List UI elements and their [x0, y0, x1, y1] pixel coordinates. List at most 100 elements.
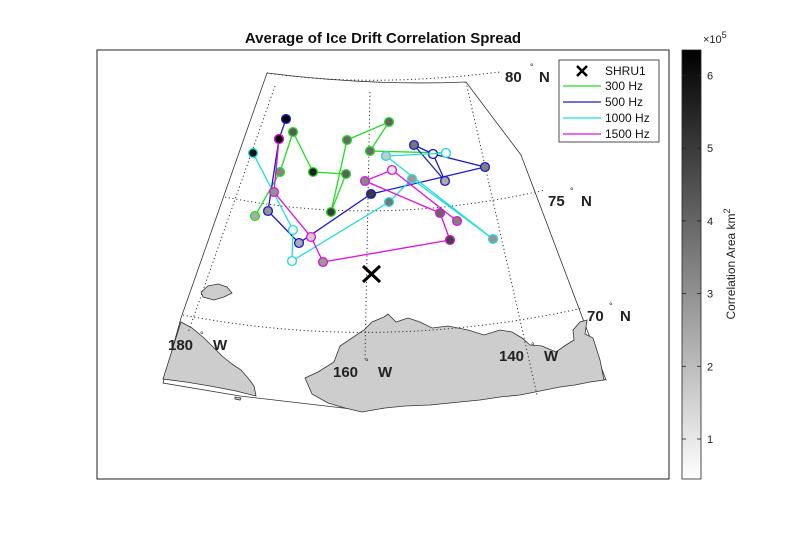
- data-point-1500-hz: [434, 207, 446, 219]
- series-1000-hz: [247, 147, 499, 267]
- series-1500-hz: [268, 133, 463, 268]
- lat-label-70-hemi: N: [620, 308, 631, 325]
- data-point-300-hz: [287, 126, 299, 138]
- lat-label-75: 75 ° N: [548, 186, 592, 210]
- shru1-marker: [361, 264, 382, 284]
- land-wrangel-island: [200, 283, 233, 301]
- legend-label-shru1: SHRU1: [605, 64, 646, 78]
- legend-entry-300-hz: 300 Hz: [563, 79, 643, 93]
- series-layer: [247, 113, 499, 268]
- lon-labels: 180 ° W 160 ° W 140 ° W: [168, 330, 559, 381]
- lat-label-80: 80 ° N: [505, 62, 550, 86]
- parallel-75n: [224, 189, 546, 212]
- data-point-500-hz: [365, 188, 377, 200]
- degree-mark: °: [365, 357, 369, 367]
- lon-label-180-hemi: W: [213, 337, 228, 354]
- parallel-80n: [266, 71, 501, 81]
- data-point-300-hz: [340, 168, 352, 180]
- parallel-70n: [182, 307, 584, 333]
- colorbar-multiplier: ×105: [703, 30, 727, 46]
- meridian-160w: [364, 91, 371, 361]
- legend-entry-shru1: SHRU1: [576, 64, 646, 78]
- series-line-300-hz: [254, 120, 447, 217]
- land-islet: [234, 396, 242, 401]
- lat-label-80-deg: 80: [505, 69, 522, 86]
- data-point-300-hz: [307, 166, 319, 178]
- lon-label-160-deg: 160: [333, 364, 358, 381]
- lon-label-160: 160 ° W: [333, 357, 393, 381]
- lat-label-75-deg: 75: [548, 193, 565, 210]
- degree-mark: °: [570, 186, 574, 196]
- chart-title: Average of Ice Drift Correlation Spread: [245, 30, 521, 47]
- legend: SHRU1 300 Hz 500 Hz 1000 Hz 1500 Hz: [558, 59, 660, 143]
- degree-mark: °: [531, 341, 535, 351]
- colorbar-tick-label: 1: [707, 434, 713, 446]
- data-point-1000-hz: [380, 150, 392, 162]
- data-point-1500-hz: [273, 133, 285, 145]
- colorbar-tick-label: 6: [707, 70, 713, 82]
- lat-label-80-hemi: N: [539, 69, 550, 86]
- lon-label-140-deg: 140: [499, 348, 524, 365]
- data-point-300-hz: [249, 210, 261, 222]
- data-point-1000-hz: [406, 173, 418, 185]
- lon-label-180-deg: 180: [168, 337, 193, 354]
- data-point-500-hz: [293, 237, 305, 249]
- map-layer: [162, 71, 607, 413]
- legend-entry-1500-hz: 1500 Hz: [563, 127, 650, 141]
- data-point-1000-hz: [487, 233, 499, 245]
- data-point-500-hz: [262, 205, 274, 217]
- legend-box: [558, 59, 660, 143]
- data-point-300-hz: [341, 134, 353, 146]
- data-point-1000-hz: [247, 147, 259, 159]
- data-point-1000-hz: [287, 224, 299, 236]
- data-point-1500-hz: [305, 231, 317, 243]
- data-point-1500-hz: [451, 215, 463, 227]
- lon-label-180: 180 ° W: [168, 330, 228, 354]
- colorbar-tick-label: 4: [707, 216, 713, 228]
- land-chukotka: [162, 321, 257, 397]
- legend-label-1500-hz: 1500 Hz: [605, 127, 650, 141]
- series-line-1000-hz: [252, 152, 494, 263]
- data-point-1500-hz: [386, 164, 398, 176]
- lat-label-70: 70 ° N: [587, 301, 631, 325]
- data-point-300-hz: [274, 166, 286, 178]
- legend-label-1000-hz: 1000 Hz: [605, 111, 650, 125]
- data-point-500-hz: [439, 175, 451, 187]
- colorbar: 1 2 3 4 5 6 ×105 Correlation Area km2: [681, 30, 738, 480]
- data-point-1500-hz: [359, 175, 371, 187]
- lon-label-140-hemi: W: [544, 348, 559, 365]
- degree-mark: °: [530, 62, 534, 72]
- data-point-300-hz: [383, 116, 395, 128]
- degree-mark: °: [200, 330, 204, 340]
- legend-label-300-hz: 300 Hz: [605, 79, 643, 93]
- lat-label-70-deg: 70: [587, 308, 604, 325]
- land-alaska: [304, 313, 605, 413]
- legend-entry-500-hz: 500 Hz: [563, 95, 643, 109]
- colorbar-ticks: 1 2 3 4 5 6: [682, 70, 713, 446]
- lon-label-160-hemi: W: [378, 364, 393, 381]
- data-point-300-hz: [364, 145, 376, 157]
- colorbar-label: Correlation Area km2: [722, 208, 738, 319]
- graticule: [182, 71, 584, 396]
- lat-labels: 80 ° N 75 ° N 70 ° N: [505, 62, 631, 325]
- lat-label-75-hemi: N: [581, 193, 592, 210]
- legend-x-marker: [576, 65, 588, 77]
- legend-entry-1000-hz: 1000 Hz: [563, 111, 650, 125]
- data-point-500-hz: [280, 113, 292, 125]
- legend-series: 300 Hz 500 Hz 1000 Hz 1500 Hz: [563, 79, 650, 141]
- colorbar-gradient: [681, 49, 702, 480]
- colorbar-tick-label: 5: [707, 143, 713, 155]
- meridian-140w: [465, 81, 538, 396]
- series-line-500-hz: [267, 118, 486, 244]
- data-point-500-hz: [479, 161, 491, 173]
- data-point-500-hz: [408, 139, 420, 151]
- degree-mark: °: [609, 301, 613, 311]
- colorbar-tick-label: 2: [707, 361, 713, 373]
- lon-label-140: 140 ° W: [499, 341, 559, 365]
- land-group: [162, 283, 605, 413]
- data-point-300-hz: [325, 206, 337, 218]
- legend-label-500-hz: 500 Hz: [605, 95, 643, 109]
- data-point-1000-hz: [383, 196, 395, 208]
- data-point-1000-hz: [286, 255, 298, 267]
